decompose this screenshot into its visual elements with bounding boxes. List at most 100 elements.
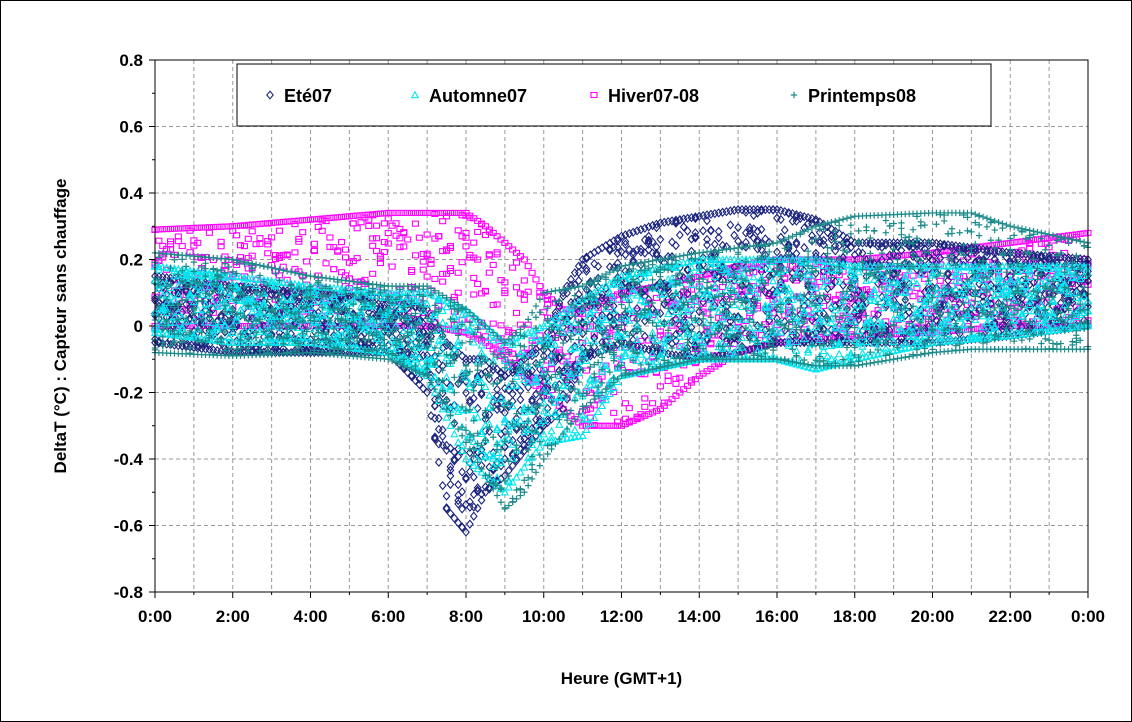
data-point	[178, 225, 186, 232]
data-point	[439, 248, 447, 255]
data-point	[1068, 277, 1077, 288]
data-point	[706, 254, 715, 264]
data-point	[816, 278, 824, 285]
data-point	[955, 258, 964, 268]
data-point	[866, 239, 875, 249]
data-point	[699, 210, 708, 221]
data-point	[913, 284, 921, 292]
data-point	[349, 212, 357, 219]
data-point	[492, 423, 502, 432]
data-point	[605, 244, 614, 254]
data-point	[885, 331, 894, 341]
data-point	[940, 241, 949, 251]
data-point	[469, 393, 478, 404]
data-point	[154, 313, 163, 324]
data-point	[419, 250, 427, 258]
data-point	[1041, 289, 1050, 300]
data-point	[264, 250, 272, 257]
data-point	[166, 292, 175, 300]
data-point	[345, 259, 353, 266]
data-point	[415, 234, 423, 241]
data-point	[217, 223, 225, 230]
data-point	[512, 413, 521, 424]
data-point	[648, 237, 657, 247]
data-point	[839, 231, 848, 241]
data-point	[357, 219, 365, 226]
data-point	[963, 326, 972, 333]
data-point	[446, 267, 455, 275]
data-point	[427, 411, 435, 421]
data-point	[477, 389, 486, 400]
data-point	[629, 227, 638, 237]
data-point	[703, 234, 711, 245]
data-point	[1014, 238, 1022, 245]
data-point	[664, 399, 672, 406]
data-point	[979, 291, 987, 301]
data-point	[443, 246, 451, 253]
data-point	[318, 337, 327, 347]
data-point	[854, 286, 863, 296]
data-point	[458, 259, 466, 266]
data-point	[1002, 252, 1011, 262]
data-point	[990, 307, 999, 318]
data-point	[644, 235, 653, 245]
data-point	[757, 224, 766, 235]
data-point	[563, 377, 571, 387]
data-point	[520, 256, 528, 263]
data-point	[408, 267, 416, 274]
data-point	[438, 431, 447, 442]
data-point	[804, 327, 813, 338]
data-point	[621, 250, 630, 260]
data-point	[334, 248, 342, 255]
data-point	[843, 278, 851, 285]
data-point	[501, 279, 509, 286]
data-point	[388, 332, 397, 342]
data-point	[185, 266, 195, 274]
data-point	[1037, 252, 1046, 262]
data-point	[295, 217, 303, 224]
data-point	[753, 342, 762, 353]
data-point	[178, 313, 187, 322]
data-point	[318, 227, 326, 234]
data-point	[648, 304, 657, 314]
data-point	[260, 220, 268, 227]
data-point	[710, 269, 719, 279]
data-point	[446, 341, 455, 351]
data-point	[248, 252, 256, 259]
data-point	[485, 269, 493, 276]
data-point	[154, 262, 164, 270]
data-point	[629, 335, 638, 345]
data-point	[854, 296, 863, 307]
data-point	[1010, 239, 1018, 246]
data-point	[434, 457, 443, 467]
data-point	[726, 220, 735, 230]
data-point	[680, 386, 688, 393]
data-point	[675, 214, 684, 225]
data-point	[640, 316, 649, 326]
data-point	[485, 342, 493, 350]
data-point	[839, 280, 848, 290]
data-point	[248, 221, 256, 228]
data-point	[454, 227, 462, 234]
data-point	[442, 377, 451, 388]
data-point	[229, 223, 237, 230]
data-point	[633, 226, 641, 236]
data-point	[419, 258, 427, 265]
data-point	[676, 389, 684, 396]
data-point	[516, 386, 525, 396]
data-point	[279, 251, 287, 259]
data-point	[889, 249, 898, 259]
data-point	[283, 290, 292, 301]
data-point	[306, 335, 315, 345]
data-point	[641, 395, 649, 402]
data-point	[454, 495, 463, 506]
data-point	[714, 307, 723, 316]
data-point	[649, 400, 657, 407]
data-point	[843, 237, 851, 247]
data-point	[489, 302, 497, 309]
data-point	[400, 209, 408, 216]
data-point	[722, 206, 731, 217]
data-point	[303, 216, 311, 223]
data-point	[408, 209, 416, 216]
data-point	[369, 270, 377, 277]
